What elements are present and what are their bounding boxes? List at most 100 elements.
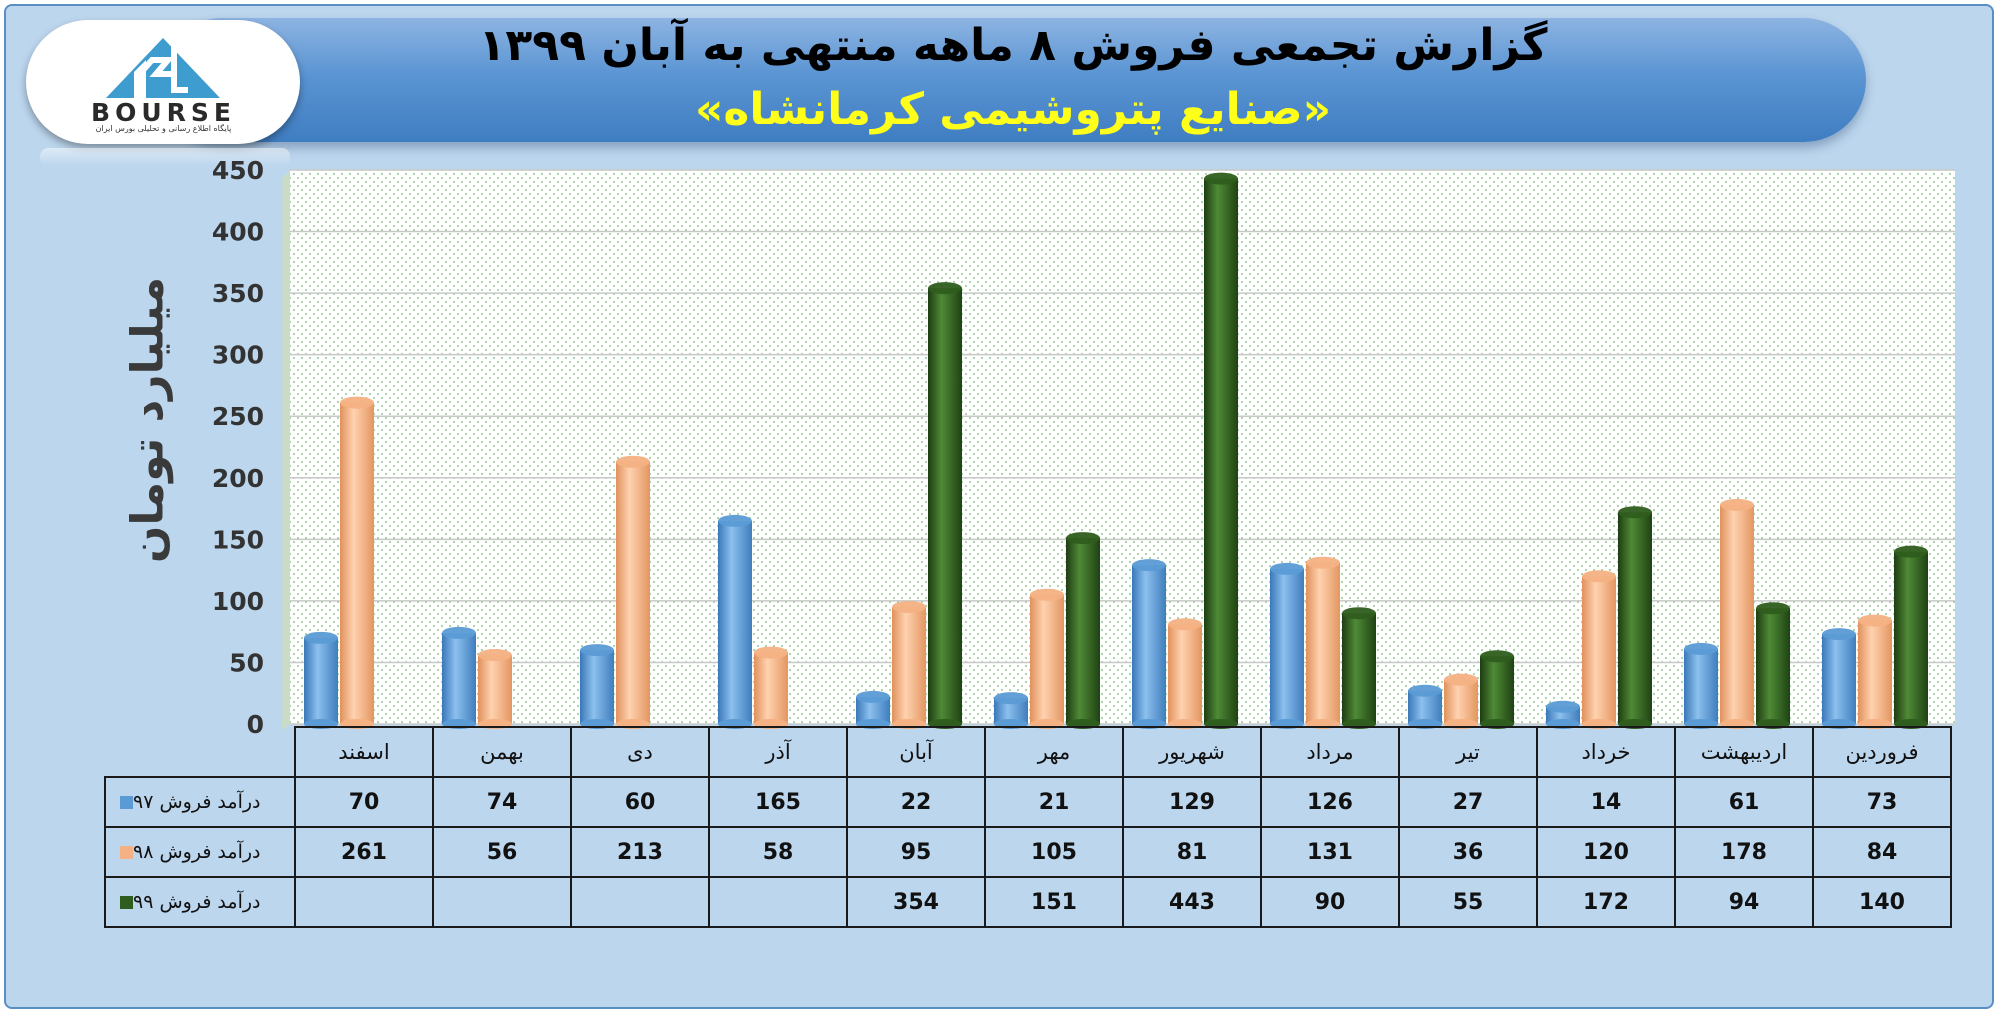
data-value: 131 [1260, 826, 1400, 878]
data-value: 14 [1536, 776, 1676, 828]
data-value: 73 [1812, 776, 1952, 828]
data-value: 74 [432, 776, 572, 828]
bar [1342, 607, 1376, 729]
category-label: شهریور [1122, 726, 1262, 778]
data-value: 70 [294, 776, 434, 828]
bar [478, 649, 512, 729]
data-value: 27 [1398, 776, 1538, 828]
data-value: 140 [1812, 876, 1952, 928]
table-corner [105, 727, 296, 778]
data-value: 84 [1812, 826, 1952, 878]
data-value: 61 [1674, 776, 1814, 828]
bar [1582, 570, 1616, 729]
table-row: درآمد فروش ۹۸ 261 56 213 58 95 105 81 131 36 120 17… [104, 826, 1952, 878]
data-value: 21 [984, 776, 1124, 828]
data-value: 129 [1122, 776, 1262, 828]
bar [340, 396, 374, 729]
bar [1306, 556, 1340, 729]
bar [856, 690, 890, 729]
data-value: 58 [708, 826, 848, 878]
category-label: اردیبهشت [1674, 726, 1814, 778]
data-value [294, 876, 434, 928]
series-name: درآمد فروش ۹۹ [133, 891, 261, 913]
category-label: فروردین [1812, 726, 1952, 778]
y-tick-label: 150 [212, 525, 264, 554]
y-tick-label: 250 [212, 402, 264, 431]
category-label: مهر [984, 726, 1124, 778]
y-tick-label: 400 [212, 218, 264, 247]
series-label: درآمد فروش ۹۷ [104, 776, 296, 828]
data-value [432, 876, 572, 928]
bar [1480, 650, 1514, 729]
table-row: درآمد فروش ۹۹ 354 151 443 90 55 172 94 140 [104, 876, 1952, 928]
data-value: 105 [984, 826, 1124, 878]
legend-color-key [120, 796, 133, 809]
category-label: خرداد [1536, 726, 1676, 778]
y-tick-label: 200 [212, 464, 264, 493]
data-value: 56 [432, 826, 572, 878]
bar [1270, 562, 1304, 729]
bar [1168, 618, 1202, 729]
bar [1618, 506, 1652, 729]
bar [1546, 700, 1580, 729]
data-value: 261 [294, 826, 434, 878]
legend-color-key [120, 896, 133, 909]
chart-subtitle: «صنایع پتروشیمی کرمانشاه» [694, 84, 1332, 135]
data-value: 22 [846, 776, 986, 828]
title-banner [160, 18, 1866, 142]
bourse-logo [26, 20, 300, 144]
data-value: 95 [846, 826, 986, 878]
data-value: 178 [1674, 826, 1814, 878]
bar [892, 601, 926, 729]
bar [1408, 684, 1442, 729]
data-value: 151 [984, 876, 1124, 928]
bar [718, 514, 752, 729]
data-value: 60 [570, 776, 710, 828]
data-value [708, 876, 848, 928]
legend-color-key [120, 846, 133, 859]
data-table: اسفند بهمن دی آذر آبان مهر شهریور مرداد تیر خرداد… [104, 726, 1952, 928]
category-label: آذر [708, 726, 848, 778]
data-value: 172 [1536, 876, 1676, 928]
bourse-logo-mark [106, 38, 220, 98]
bar [754, 646, 788, 729]
bar [304, 631, 338, 729]
y-tick-label: 50 [229, 648, 264, 677]
y-axis-label: میلیارد تومان [122, 276, 174, 564]
logo-subtitle: پایگاه اطلاع رسانی و تحلیلی بورس ایران [95, 124, 232, 133]
bar [1822, 628, 1856, 729]
chart-title: گزارش تجمعی فروش ۸ ماهه منتهی به آبان ۱۳… [478, 20, 1548, 71]
logo-reflection [40, 148, 290, 166]
data-value: 354 [846, 876, 986, 928]
data-value: 55 [1398, 876, 1538, 928]
category-label: تیر [1398, 726, 1538, 778]
bar [1030, 588, 1064, 729]
y-tick-label: 450 [212, 156, 264, 185]
y-tick-label: 100 [212, 587, 264, 616]
bar [994, 692, 1028, 729]
bar [1066, 532, 1100, 729]
bar [1756, 602, 1790, 729]
gridlines [290, 169, 1955, 725]
data-value: 126 [1260, 776, 1400, 828]
bar [1204, 172, 1238, 729]
series-label: درآمد فروش ۹۸ [104, 826, 296, 878]
bar [1684, 642, 1718, 729]
data-value: 36 [1398, 826, 1538, 878]
bar [1720, 498, 1754, 729]
bar [1858, 614, 1892, 729]
y-tick-label: 350 [212, 279, 264, 308]
table-row: درآمد فروش ۹۷ 70 74 60 165 22 21 129 126 27 14 61 73 [104, 776, 1952, 828]
data-value: 165 [708, 776, 848, 828]
data-value: 120 [1536, 826, 1676, 878]
bar [442, 626, 476, 729]
bar [928, 282, 962, 729]
category-label: مرداد [1260, 726, 1400, 778]
category-label: دی [570, 726, 710, 778]
data-value [570, 876, 710, 928]
data-value: 81 [1122, 826, 1262, 878]
series-name: درآمد فروش ۹۷ [133, 791, 261, 813]
table-header-row: اسفند بهمن دی آذر آبان مهر شهریور مرداد تیر خرداد… [105, 726, 1952, 778]
category-label: آبان [846, 726, 986, 778]
